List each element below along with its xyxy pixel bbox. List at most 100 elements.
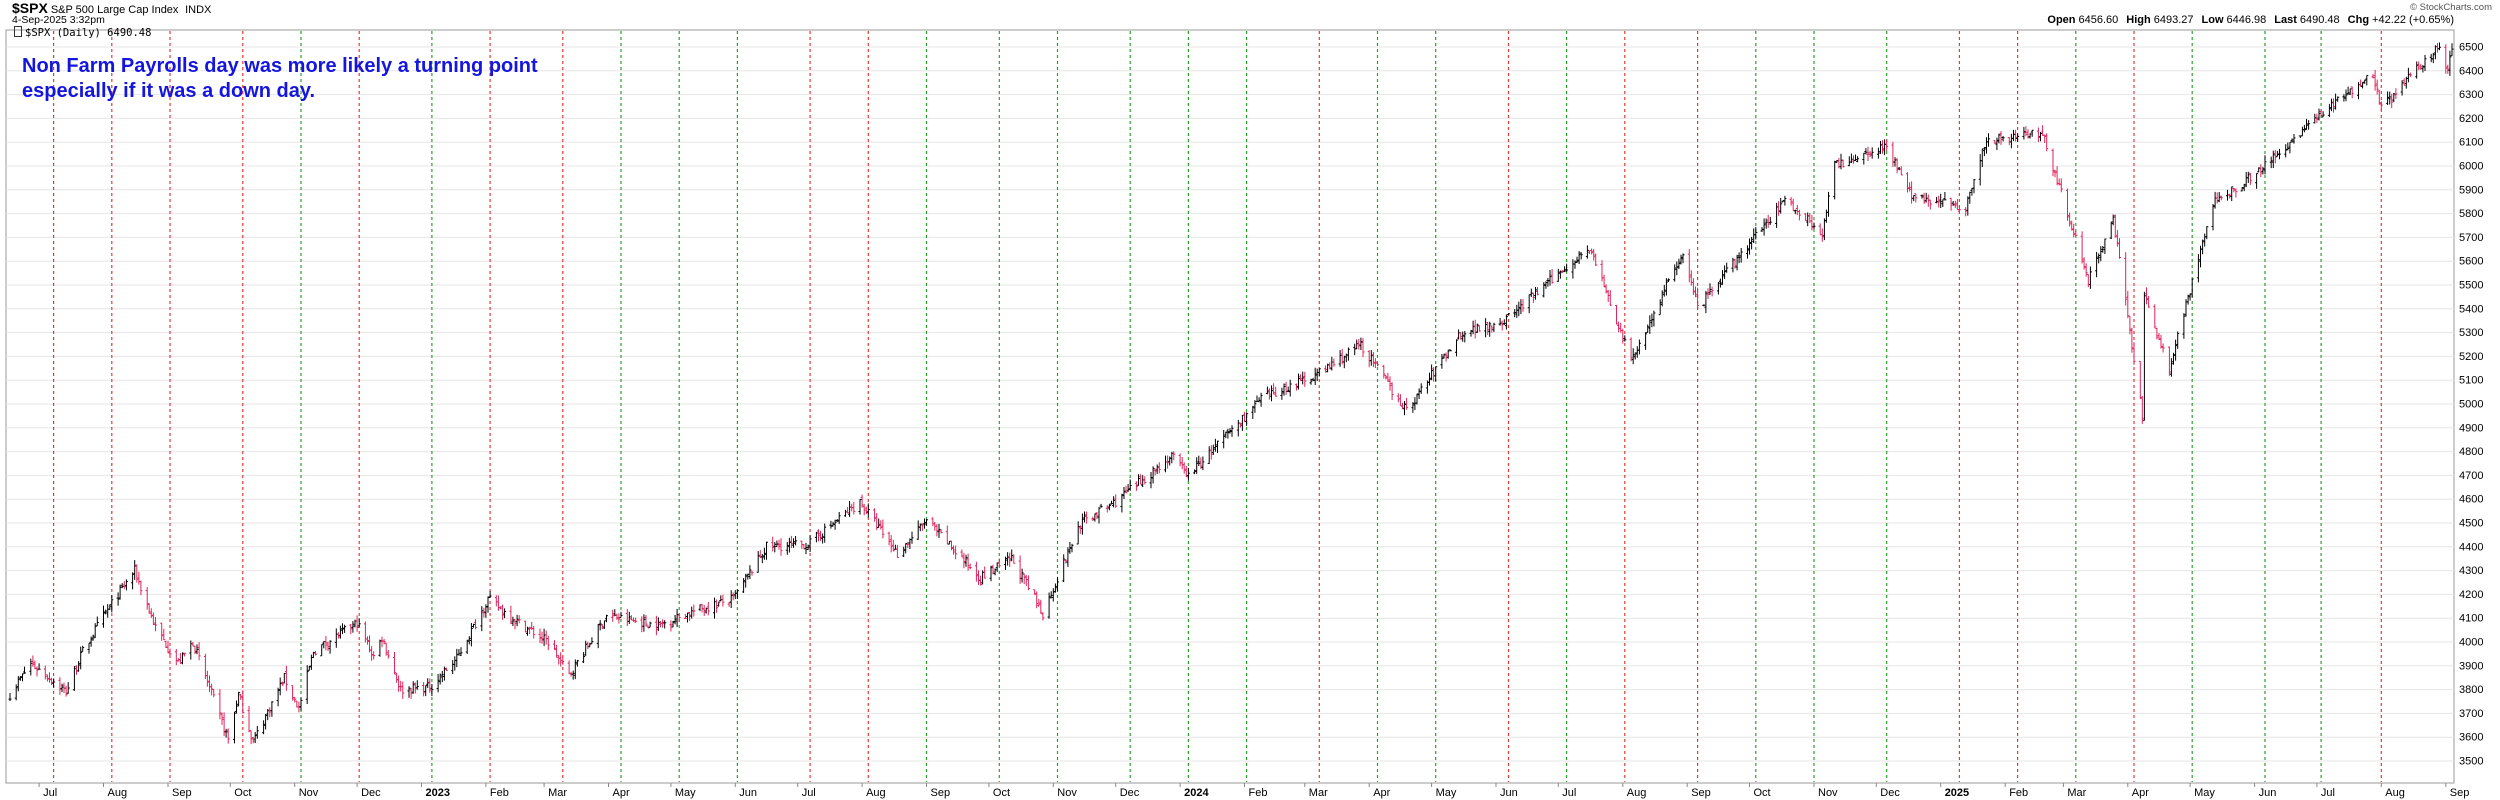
ohlc-bar [1912,195,1916,202]
ohlc-bar [1957,205,1961,212]
ohlc-bar [2036,127,2040,143]
ohlc-bar [1056,576,1059,592]
ohlc-bar [343,624,347,633]
ohlc-bar [77,661,81,672]
ohlc-bar [1754,227,1758,240]
ohlc-bar [950,540,953,551]
ohlc-bar [729,590,733,608]
chart-date: 4-Sep-2025 3:32pm [12,14,105,26]
ohlc-bar [1228,428,1232,434]
stockcharts-watermark: © StockCharts.com [2410,2,2492,13]
ohlc-bar [35,666,39,677]
ohlc-bar [746,573,750,580]
ohlc-bar [717,601,721,607]
x-tick-label: Jul [1562,787,1576,799]
ohlc-bar [1419,383,1423,394]
ohlc-bar [384,642,388,656]
ohlc-bar [280,681,284,686]
y-tick-label: 3900 [2459,660,2483,672]
y-tick-label: 5800 [2459,208,2483,220]
ohlc-bar [320,644,324,657]
y-tick-label: 3600 [2459,732,2483,744]
ohlc-bar [1652,310,1656,327]
ohlc-bar [1488,321,1492,337]
ohlc-bar [2408,72,2412,78]
ohlc-bar [879,520,883,530]
ohlc-bar [2228,193,2232,199]
ohlc-bar [2261,166,2265,175]
ohlc-bar [291,685,295,701]
ohlc-bar [1430,364,1434,381]
x-tick-label: Jun [1500,787,1518,799]
ohlc-bar [1230,425,1234,437]
ohlc-bar [52,678,56,688]
ohlc-bar [393,652,396,675]
ohlc-bar [1022,573,1026,585]
ohlc-bar [1856,156,1860,163]
ohlc-bar [1226,428,1230,439]
ohlc-bar [2201,239,2205,255]
ohlc-bar [935,524,939,537]
ohlc-bar [2124,252,2128,306]
ohlc-bar [829,520,833,529]
ohlc-bar [1415,393,1419,405]
ohlc-bar [276,687,280,707]
ohlc-bar [2394,88,2398,99]
ohlc-bar [1629,337,1633,362]
ohlc-bar [546,635,550,651]
y-tick-label: 4300 [2459,565,2483,577]
ohlc-bar [1841,159,1845,168]
ohlc-bar [1750,236,1754,250]
y-tick-label: 3500 [2459,756,2483,768]
ohlc-bar [411,681,415,694]
ohlc-bar [1033,589,1037,595]
y-tick-label: 4400 [2459,541,2483,553]
ohlc-bar [1091,516,1095,522]
ohlc-bar [1390,382,1394,401]
ohlc-bar [671,620,675,628]
ohlc-bar [966,553,970,571]
ohlc-bar [1908,182,1912,192]
ohlc-bar [1301,371,1305,385]
ohlc-bar [2248,172,2252,185]
ohlc-bar [1105,505,1109,513]
ohlc-bar [1922,192,1926,204]
ohlc-bar [2045,133,2049,152]
y-tick-label: 5700 [2459,232,2483,244]
ohlc-bar [1939,193,1943,209]
ohlc-bar [299,697,303,711]
ohlc-bar [239,693,243,700]
ohlc-bar [168,648,172,656]
ohlc-bar [210,683,214,696]
ohlc-bar [1949,197,1953,211]
ohlc-bar [823,523,827,543]
ohlc-bar [1303,371,1307,387]
ohlc-bar [1793,209,1797,215]
ohlc-bar [877,518,881,528]
ohlc-bar [58,677,62,695]
ohlc-bar [561,656,565,665]
ohlc-bar [1328,362,1332,370]
ohlc-bar [1558,270,1562,279]
ohlc-bar [910,531,914,544]
ohlc-bar [1184,465,1188,478]
ohlc-bar [102,605,105,628]
x-tick-label: 2024 [1184,787,1209,799]
ohlc-bar [183,652,187,657]
ohlc-bar [902,546,906,557]
ohlc-bar [14,684,18,701]
ohlc-bar [79,646,83,670]
ohlc-bar [1251,405,1255,419]
ohlc-bar [2211,204,2215,231]
ohlc-bar [1993,140,1997,145]
ohlc-bar [284,665,288,691]
ohlc-bar [792,538,795,548]
ohlc-bar [2176,331,2180,349]
ohlc-bar [2242,183,2246,192]
ohlc-bar [2373,69,2377,91]
low-label: Low [2201,14,2224,26]
ohlc-bar [964,554,968,567]
ohlc-bar [2072,223,2076,238]
ohlc-bar [2196,254,2200,283]
y-tick-label: 4000 [2459,637,2483,649]
